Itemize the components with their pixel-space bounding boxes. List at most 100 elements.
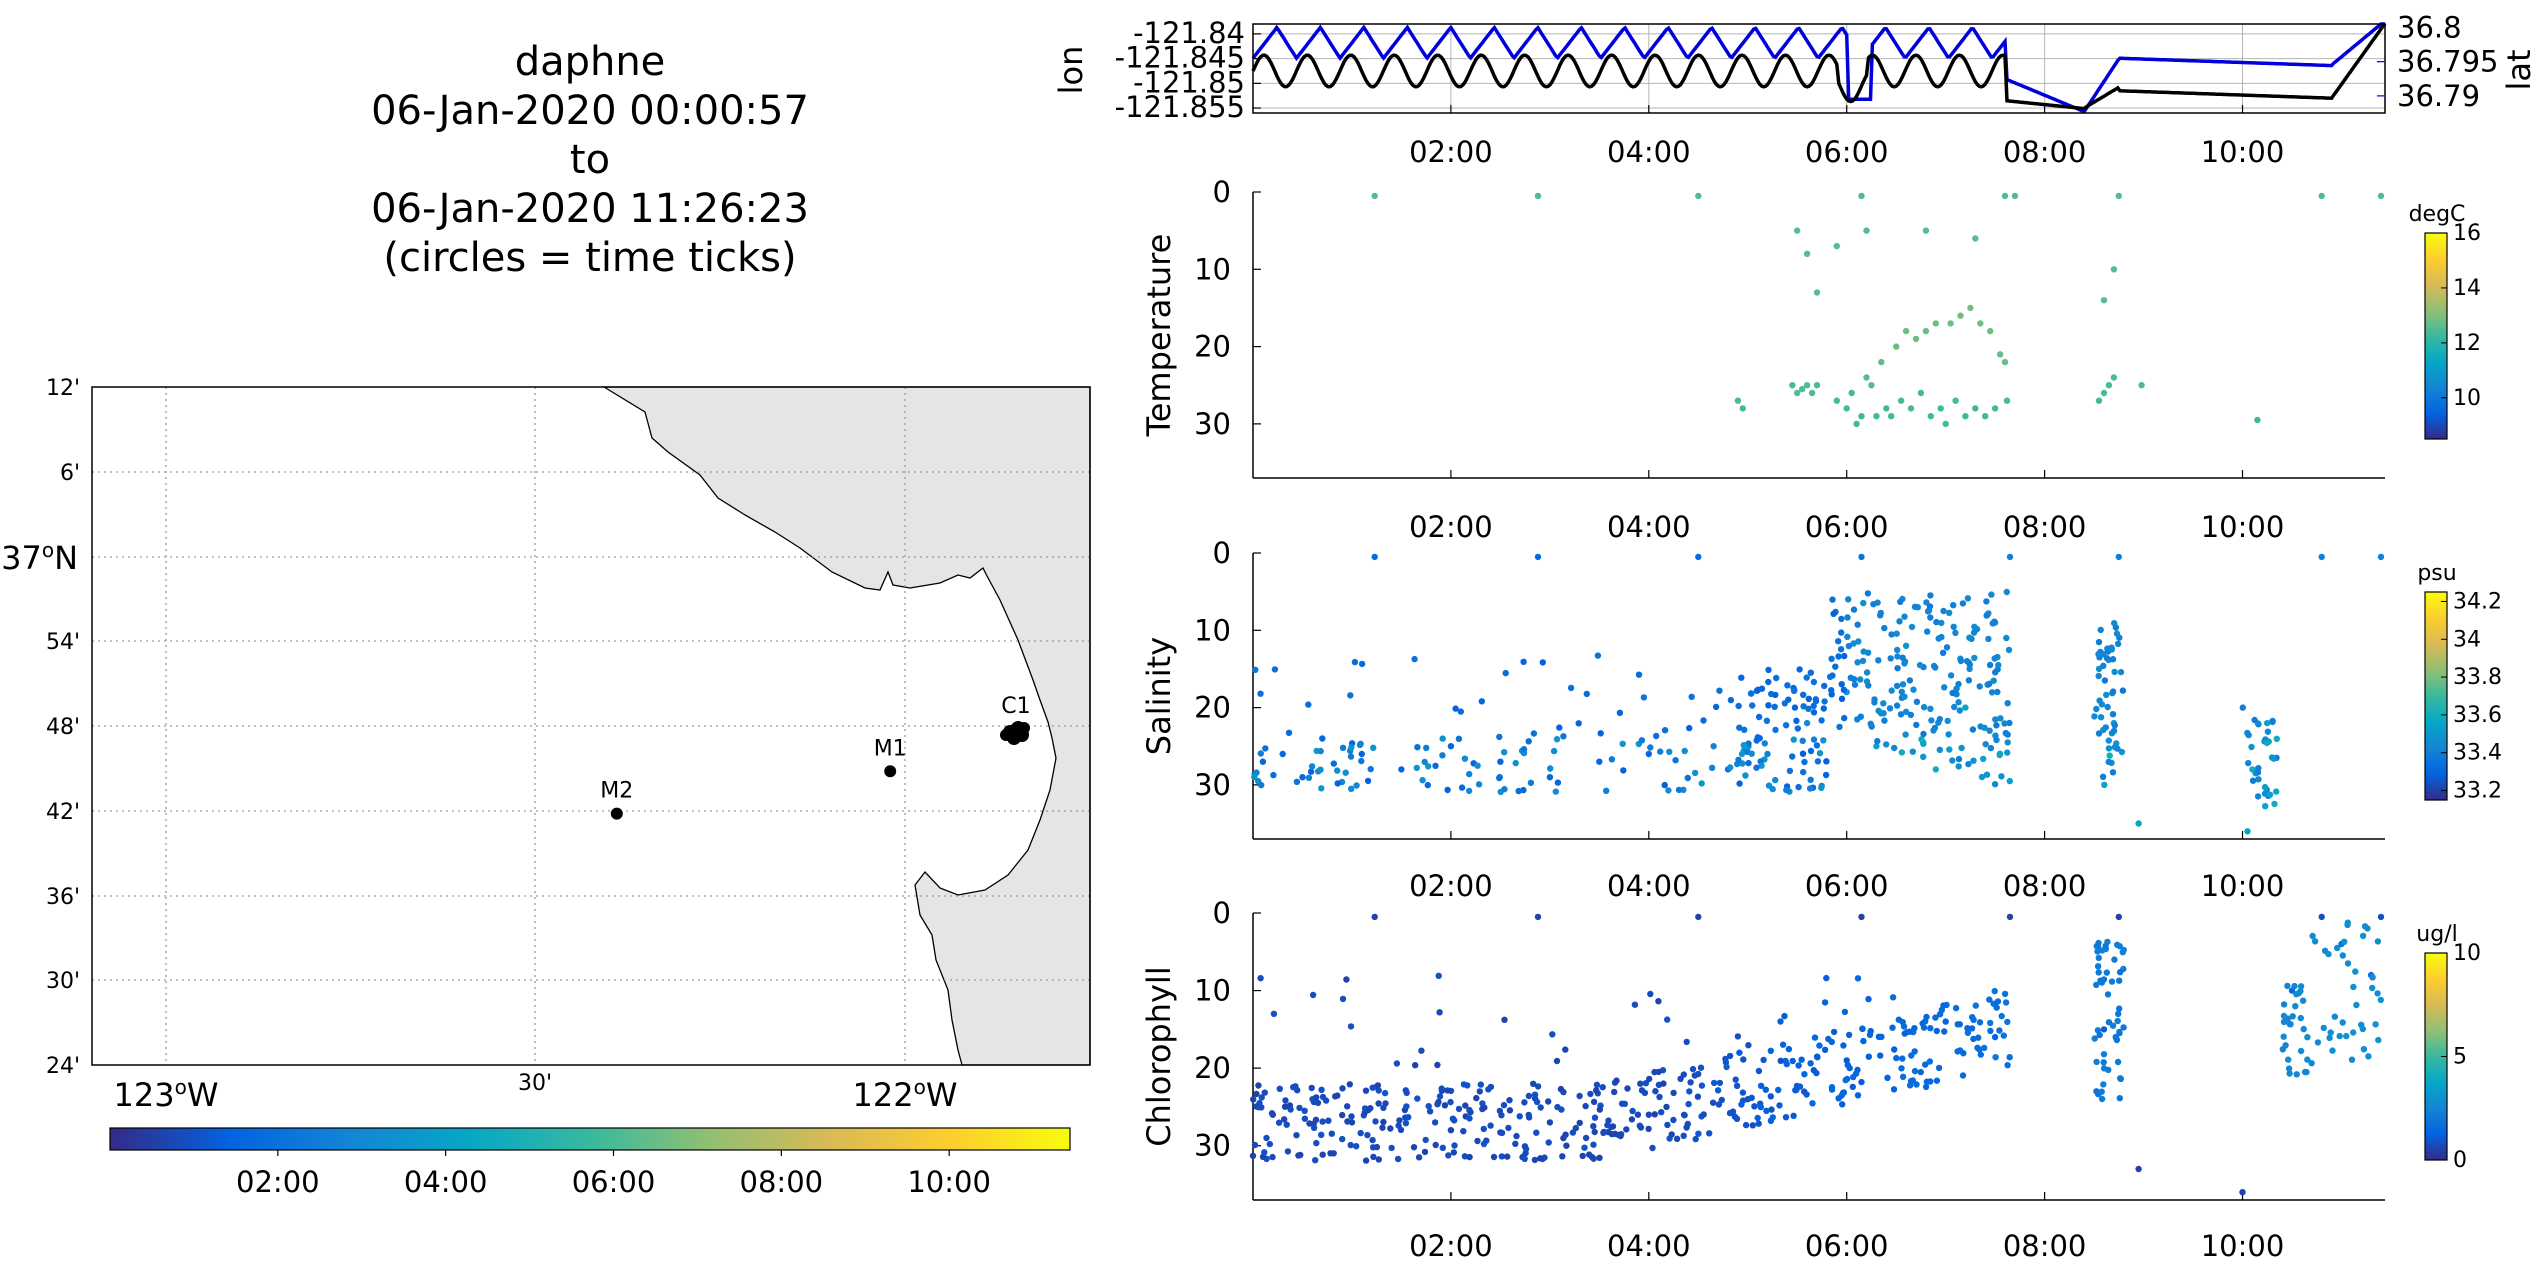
data-point: [1785, 1045, 1793, 1053]
data-point: [1893, 682, 1901, 690]
data-point: [1844, 1061, 1852, 1069]
data-point: [1849, 1083, 1857, 1091]
data-point: [1297, 1151, 1304, 1159]
data-point: [1854, 975, 1862, 982]
data-point: [2289, 1013, 2296, 1020]
data-point: [1498, 1129, 1506, 1137]
data-point: [2091, 1035, 2098, 1042]
data-point: [1765, 678, 1772, 686]
data-point: [2364, 925, 2371, 932]
data-point: [1275, 1119, 1283, 1126]
data-point: [1419, 777, 1426, 784]
data-point: [1546, 1119, 1554, 1126]
data-point: [1415, 1154, 1423, 1161]
x-tick-label: 04:00: [1607, 1229, 1691, 1263]
data-point: [1803, 719, 1811, 727]
data-point: [1950, 623, 1957, 630]
data-point: [1808, 389, 1816, 397]
data-point: [1496, 1107, 1504, 1115]
data-point: [2255, 776, 2262, 783]
data-point: [1590, 1098, 1598, 1106]
data-point: [2004, 700, 2011, 707]
data-point: [1755, 713, 1763, 721]
data-point: [1897, 711, 1905, 718]
data-point: [1813, 1053, 1821, 1060]
data-point: [1317, 747, 1324, 755]
data-point: [1339, 1135, 1346, 1143]
data-point: [1563, 1142, 1570, 1149]
data-point: [1799, 737, 1806, 744]
data-point: [1593, 1087, 1600, 1094]
data-point: [1957, 312, 1964, 319]
data-point: [1553, 1057, 1561, 1065]
colorbar-tick-label: 14: [2453, 276, 2481, 301]
data-point: [1371, 913, 1378, 921]
data-point: [1357, 1129, 1364, 1137]
data-point: [1629, 1107, 1636, 1115]
data-point: [1859, 1025, 1866, 1032]
data-point: [1646, 1075, 1653, 1083]
data-point: [1803, 674, 1810, 681]
data-point: [1976, 1046, 1983, 1053]
data-point: [1576, 1119, 1583, 1127]
data-point: [1830, 1028, 1838, 1036]
data-point: [1305, 774, 1313, 781]
time-colorbar-tick-label: 04:00: [404, 1165, 488, 1199]
data-point: [1927, 705, 1934, 712]
data-point: [1968, 1025, 1976, 1032]
mooring-label: M2: [600, 779, 633, 804]
data-point: [1942, 420, 1949, 428]
data-point: [1964, 595, 1972, 602]
colorbar-tick-label: 10: [2453, 386, 2481, 411]
data-point: [1480, 1125, 1488, 1133]
data-point: [1621, 1100, 1629, 1108]
data-point: [2339, 952, 2346, 959]
time-colorbar-tick-label: 08:00: [740, 1165, 824, 1199]
data-point: [1902, 731, 1909, 738]
data-point: [2273, 788, 2280, 795]
data-point: [1623, 1126, 1630, 1133]
data-point: [1546, 774, 1554, 781]
data-point: [1966, 661, 1974, 668]
data-point: [1597, 730, 1604, 737]
data-point: [1818, 784, 1825, 791]
data-point: [1554, 779, 1562, 786]
data-point: [1991, 655, 1998, 662]
data-point: [2093, 1058, 2100, 1066]
data-point: [1923, 1078, 1931, 1085]
data-point: [1932, 320, 1940, 327]
data-point: [2117, 668, 2125, 676]
data-point: [1898, 749, 1906, 756]
data-point: [1867, 720, 1874, 727]
data-point: [1887, 655, 1894, 662]
data-point: [1896, 618, 1903, 625]
data-point: [1911, 1025, 1918, 1032]
data-point: [1927, 614, 1934, 621]
data-point: [1987, 1019, 1994, 1027]
data-point: [1708, 764, 1716, 771]
data-point: [1424, 781, 1432, 789]
data-point: [1821, 999, 1829, 1006]
data-point: [2308, 1060, 2315, 1067]
x-tick-label: 02:00: [1409, 1229, 1493, 1263]
data-point: [1897, 598, 1904, 605]
data-point: [2101, 781, 2108, 789]
data-point: [1917, 1068, 1925, 1076]
data-point: [1411, 655, 1418, 663]
data-point: [1603, 787, 1610, 794]
data-point: [1412, 1062, 1419, 1069]
data-point: [1881, 717, 1888, 724]
data-point: [2309, 932, 2316, 940]
data-point: [1776, 1102, 1783, 1109]
data-point: [1613, 1077, 1620, 1084]
colorbar-tick-label: 12: [2453, 331, 2481, 356]
data-point: [2100, 1065, 2108, 1072]
data-point: [2106, 752, 2113, 759]
data-point: [1821, 698, 1828, 705]
data-point: [1793, 717, 1800, 724]
data-point: [1718, 1096, 1726, 1104]
data-point: [1255, 1104, 1262, 1111]
data-point: [1941, 1028, 1948, 1035]
data-point: [1805, 705, 1812, 712]
data-point: [1444, 1087, 1451, 1094]
